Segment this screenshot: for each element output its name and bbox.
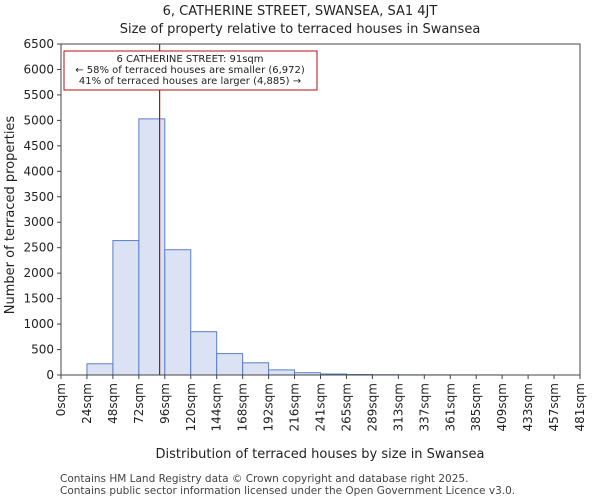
y-tick-label: 2000 <box>23 266 54 280</box>
y-tick-label: 0 <box>46 368 54 382</box>
footer-attribution-1: Contains HM Land Registry data © Crown c… <box>60 473 469 485</box>
x-tick-label: 120sqm <box>184 383 198 431</box>
histogram-bar <box>112 240 140 376</box>
plot-frame <box>60 43 581 376</box>
histogram-bar <box>138 118 166 376</box>
histogram-chart: 0 500 1000 1500 2000 2500 3000 3500 4000 4500 5000… <box>3 37 587 462</box>
x-axis-label: Distribution of terraced houses by size … <box>155 447 484 462</box>
x-tick-label: 216sqm <box>288 383 302 431</box>
x-tick-label: 168sqm <box>236 383 250 431</box>
x-tick-label: 0sqm <box>54 383 68 416</box>
y-tick-label: 6500 <box>23 37 54 51</box>
y-tick-label: 1500 <box>23 292 54 306</box>
chart-title: 6, CATHERINE STREET, SWANSEA, SA1 4JT <box>162 4 438 19</box>
y-tick-label: 4000 <box>23 164 54 178</box>
histogram-bar <box>190 331 218 376</box>
y-axis-label: Number of terraced properties <box>3 116 18 315</box>
annotation-box <box>63 50 318 91</box>
histogram-bar <box>164 249 192 376</box>
x-tick-label: 361sqm <box>443 383 457 431</box>
x-tick-label: 385sqm <box>469 383 483 431</box>
x-tick-label: 144sqm <box>210 383 224 431</box>
x-tick-label: 337sqm <box>417 383 431 431</box>
y-tick-label: 5500 <box>23 88 54 102</box>
y-tick-label: 6000 <box>23 62 54 76</box>
histogram-bar <box>268 369 296 376</box>
histogram-bar <box>86 363 114 376</box>
y-tick-label: 3000 <box>23 215 54 229</box>
x-tick-label: 96sqm <box>158 383 172 424</box>
y-tick-label: 500 <box>31 343 54 357</box>
x-tick-label: 313sqm <box>391 383 405 431</box>
x-tick-label: 192sqm <box>262 383 276 431</box>
x-tick-label: 409sqm <box>495 383 509 431</box>
footer-attribution-2: Contains public sector information licen… <box>60 485 516 497</box>
annotation-text-line: ← 58% of terraced houses are smaller (6,… <box>75 65 305 76</box>
chart-subtitle: Size of property relative to terraced ho… <box>119 22 481 37</box>
y-tick-label: 4500 <box>23 139 54 153</box>
histogram-bar <box>242 362 270 376</box>
x-tick-label: 24sqm <box>80 383 94 424</box>
x-tick-label: 265sqm <box>339 383 353 431</box>
x-tick-label: 457sqm <box>547 383 561 431</box>
x-tick-label: 481sqm <box>573 383 587 431</box>
y-tick-label: 3500 <box>23 190 54 204</box>
y-tick-label: 5000 <box>23 113 54 127</box>
x-tick-label: 433sqm <box>521 383 535 431</box>
x-tick-label: 48sqm <box>106 383 120 424</box>
y-tick-label: 1000 <box>23 317 54 331</box>
histogram-bar <box>216 353 244 376</box>
y-tick-label: 2500 <box>23 241 54 255</box>
x-tick-label: 72sqm <box>132 383 146 424</box>
x-tick-label: 241sqm <box>314 383 328 431</box>
annotation-text-line: 6 CATHERINE STREET: 91sqm <box>116 54 263 65</box>
annotation-text-line: 41% of terraced houses are larger (4,885… <box>79 76 301 87</box>
x-tick-label: 289sqm <box>365 383 379 431</box>
